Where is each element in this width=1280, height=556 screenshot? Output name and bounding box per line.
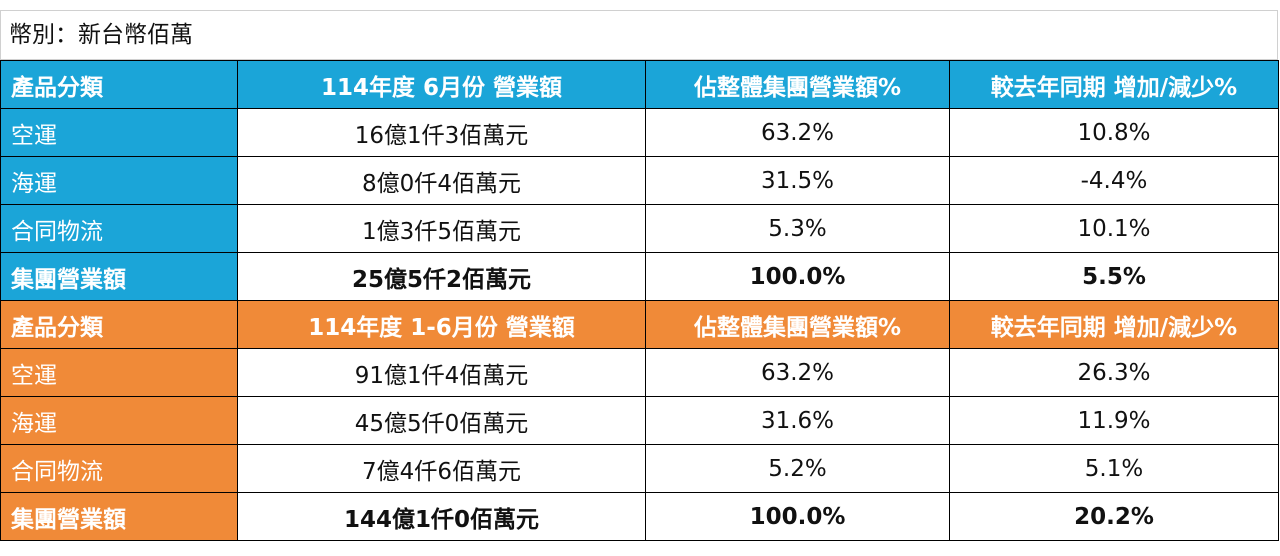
revenue-cell: 1億3仟5佰萬元 [237,204,646,253]
header-yoy-change: 較去年同期 增加/減少% [949,60,1279,109]
revenue-cell: 8億0仟4佰萬元 [237,156,646,205]
table-row: 合同物流 7億4仟6佰萬元 5.2% 5.1% [0,444,1279,493]
share-cell: 5.3% [645,204,950,253]
category-cell: 合同物流 [0,444,238,493]
yoy-cell: 11.9% [949,396,1279,445]
total-yoy-cell: 5.5% [949,252,1279,301]
header-monthly-revenue: 114年度 6月份 營業額 [237,60,646,109]
yoy-cell: 10.1% [949,204,1279,253]
total-label-cell: 集團營業額 [0,252,238,301]
cumulative-total-row: 集團營業額 144億1仟0佰萬元 100.0% 20.2% [0,492,1279,541]
category-cell: 合同物流 [0,204,238,253]
cumulative-header-row: 產品分類 114年度 1-6月份 營業額 佔整體集團營業額% 較去年同期 增加/… [0,300,1279,349]
header-group-share: 佔整體集團營業額% [645,60,950,109]
share-cell: 31.5% [645,156,950,205]
yoy-cell: 26.3% [949,348,1279,397]
revenue-table: 產品分類 114年度 6月份 營業額 佔整體集團營業額% 較去年同期 增加/減少… [0,60,1279,541]
total-share-cell: 100.0% [645,252,950,301]
currency-unit-label: 幣別：新台幣佰萬 [0,10,1278,60]
revenue-cell: 16億1仟3佰萬元 [237,108,646,157]
table-row: 空運 91億1仟4佰萬元 63.2% 26.3% [0,348,1279,397]
category-cell: 空運 [0,108,238,157]
header-product-category: 產品分類 [0,300,238,349]
yoy-cell: -4.4% [949,156,1279,205]
header-cumulative-revenue: 114年度 1-6月份 營業額 [237,300,646,349]
header-yoy-change: 較去年同期 增加/減少% [949,300,1279,349]
table-row: 海運 45億5仟0佰萬元 31.6% 11.9% [0,396,1279,445]
revenue-cell: 7億4仟6佰萬元 [237,444,646,493]
total-revenue-cell: 25億5仟2佰萬元 [237,252,646,301]
revenue-report: 幣別：新台幣佰萬 產品分類 114年度 6月份 營業額 佔整體集團營業額% 較去… [0,10,1279,554]
monthly-total-row: 集團營業額 25億5仟2佰萬元 100.0% 5.5% [0,252,1279,301]
yoy-cell: 10.8% [949,108,1279,157]
table-row: 合同物流 1億3仟5佰萬元 5.3% 10.1% [0,204,1279,253]
category-cell: 空運 [0,348,238,397]
share-cell: 31.6% [645,396,950,445]
header-group-share: 佔整體集團營業額% [645,300,950,349]
revenue-cell: 45億5仟0佰萬元 [237,396,646,445]
share-cell: 63.2% [645,108,950,157]
total-share-cell: 100.0% [645,492,950,541]
category-cell: 海運 [0,396,238,445]
category-cell: 海運 [0,156,238,205]
total-yoy-cell: 20.2% [949,492,1279,541]
table-row: 空運 16億1仟3佰萬元 63.2% 10.8% [0,108,1279,157]
revenue-cell: 91億1仟4佰萬元 [237,348,646,397]
monthly-header-row: 產品分類 114年度 6月份 營業額 佔整體集團營業額% 較去年同期 增加/減少… [0,60,1279,109]
table-row: 海運 8億0仟4佰萬元 31.5% -4.4% [0,156,1279,205]
yoy-cell: 5.1% [949,444,1279,493]
share-cell: 5.2% [645,444,950,493]
header-product-category: 產品分類 [0,60,238,109]
total-label-cell: 集團營業額 [0,492,238,541]
total-revenue-cell: 144億1仟0佰萬元 [237,492,646,541]
share-cell: 63.2% [645,348,950,397]
